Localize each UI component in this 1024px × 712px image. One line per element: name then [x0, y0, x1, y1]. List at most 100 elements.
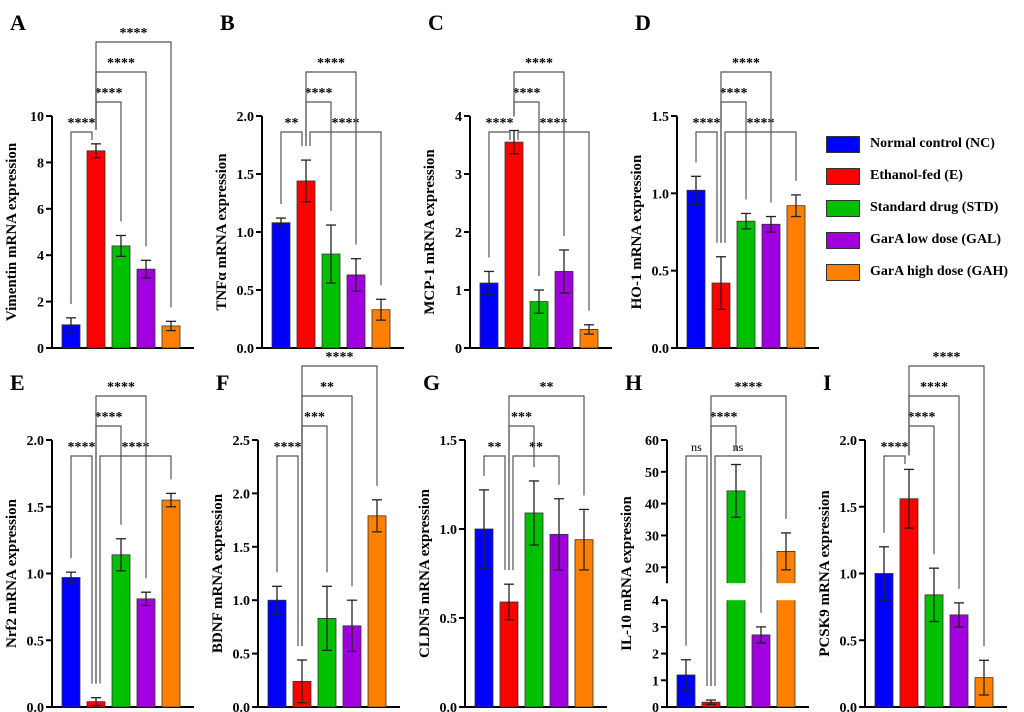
significance-label: ***	[511, 410, 532, 425]
legend-label: GarA low dose (GAL)	[870, 232, 1002, 247]
significance-label: ***	[304, 410, 325, 425]
legend-swatch	[826, 167, 860, 185]
legend-item-nc: Normal control (NC)	[826, 128, 1008, 160]
y-tick-label: 2	[455, 226, 462, 241]
panel-e: 0.0 0.5 1.0 1.5 2.0 Nrf2 mRNA expression E ****…	[4, 370, 194, 712]
y-tick-label: 0.5	[840, 634, 858, 649]
y-tick-label: 1.5	[440, 434, 458, 449]
bar	[949, 614, 969, 708]
panel-letter: I	[823, 370, 832, 395]
significance-label: **	[320, 380, 334, 395]
y-axis-label: Nrf2 mRNA expression	[4, 498, 20, 648]
significance-bracket	[883, 455, 906, 533]
bar	[761, 223, 781, 349]
legend-swatch	[826, 231, 860, 249]
y-tick-label: 1.0	[840, 568, 858, 583]
y-tick-label: 50	[645, 466, 659, 481]
y-tick-label: 1.0	[237, 226, 255, 241]
significance-bracket	[95, 41, 172, 308]
bar	[271, 222, 291, 349]
bar	[136, 268, 156, 349]
bar	[61, 577, 81, 708]
y-tick-label: 40	[645, 498, 659, 513]
y-tick-label: 1.5	[652, 110, 670, 125]
legend-label: Ethanol-fed (E)	[870, 168, 963, 183]
y-axis-label: IL-10 mRNA expression	[619, 495, 635, 650]
significance-label: ****	[720, 86, 748, 101]
significance-label: ****	[68, 440, 96, 455]
bar	[776, 550, 796, 708]
significance-bracket	[309, 131, 382, 286]
bar	[504, 141, 524, 349]
significance-bracket	[513, 71, 565, 236]
bar-break-gap	[726, 583, 746, 601]
y-tick-label: 0.5	[237, 284, 255, 299]
significance-bracket	[724, 131, 797, 243]
significance-label: ns	[733, 440, 744, 454]
panel-i: 0.0 0.5 1.0 1.5 2.0 PCSK9 mRNA expression I ***…	[817, 350, 1007, 712]
legend-item-std: Standard drug (STD)	[826, 192, 1008, 224]
significance-label: ****	[107, 56, 135, 71]
significance-label: ****	[732, 56, 760, 71]
panel-f: 0.0 0.5 1.0 1.5 2.0 2.5 BDNF mRNA expression F *…	[210, 350, 400, 712]
y-tick-label: 1	[652, 674, 659, 689]
legend-item-gah: GarA high dose (GAH)	[826, 256, 1008, 288]
legend-swatch	[826, 199, 860, 217]
y-tick-label: 1.0	[27, 568, 45, 583]
significance-label: ****	[693, 116, 721, 131]
significance-bracket	[508, 395, 585, 571]
significance-bracket	[70, 455, 93, 684]
significance-label: ****	[513, 86, 541, 101]
significance-label: ****	[317, 56, 345, 71]
significance-bracket	[695, 131, 718, 243]
significance-label: ****	[735, 380, 763, 395]
significance-label: ****	[95, 86, 123, 101]
y-tick-label: 1.0	[233, 594, 251, 609]
significance-label: ****	[274, 440, 302, 455]
bar	[111, 554, 131, 708]
panel-letter: G	[423, 370, 440, 395]
legend-swatch	[826, 263, 860, 281]
y-tick-label: 2.5	[233, 434, 251, 449]
bar	[267, 599, 287, 708]
significance-bracket	[301, 365, 378, 647]
y-tick-label: 0.5	[652, 265, 670, 280]
bar	[111, 245, 131, 349]
y-tick-label: 2.0	[27, 434, 45, 449]
y-tick-label: 2	[37, 296, 44, 311]
y-tick-label: 10	[30, 110, 44, 125]
significance-label: ns	[691, 440, 702, 454]
y-axis-label: TNFα mRNA expression	[214, 153, 230, 311]
y-tick-label: 0.0	[440, 701, 458, 712]
legend-label: Standard drug (STD)	[870, 200, 999, 215]
y-tick-label: 0.0	[652, 342, 670, 357]
significance-bracket	[517, 131, 590, 311]
y-axis-label: PCSK9 mRNA expression	[817, 490, 833, 657]
significance-bracket	[908, 365, 985, 647]
y-tick-label: 0.0	[233, 701, 251, 712]
y-tick-label: 6	[37, 203, 44, 218]
y-tick-label: 0.0	[840, 701, 858, 712]
panel-letter: H	[625, 370, 642, 395]
bar	[751, 634, 771, 708]
significance-label: ****	[122, 440, 150, 455]
significance-bracket	[280, 131, 303, 205]
legend-label: GarA high dose (GAH)	[870, 264, 1009, 279]
y-tick-label: 0	[455, 342, 462, 357]
y-tick-label: 0.5	[440, 612, 458, 627]
significance-bracket	[301, 425, 328, 647]
significance-bracket	[305, 71, 357, 245]
y-tick-label: 1.5	[233, 541, 251, 556]
y-tick-label: 1.0	[440, 523, 458, 538]
significance-label: ****	[908, 410, 936, 425]
significance-label: ****	[107, 380, 135, 395]
significance-bracket	[70, 131, 93, 304]
panel-letter: C	[428, 10, 444, 35]
bar	[296, 180, 316, 349]
significance-bracket	[488, 131, 511, 258]
bar	[736, 220, 756, 349]
y-axis-label: MCP-1 mRNA expression	[422, 149, 438, 315]
y-tick-label: 2.0	[840, 434, 858, 449]
